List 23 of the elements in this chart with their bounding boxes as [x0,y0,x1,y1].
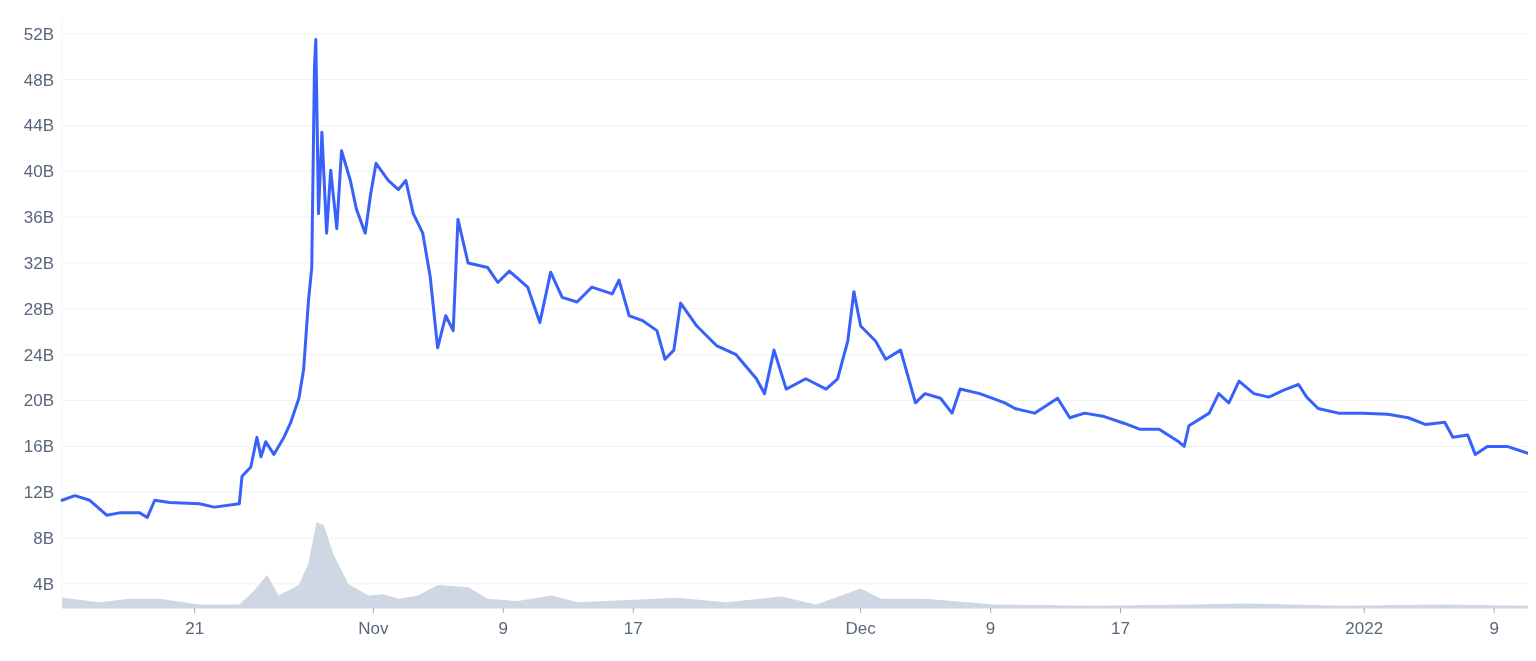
y-tick-label: 52B [23,24,54,44]
x-tick-label: 9 [985,619,996,638]
x-tick-label: 9 [1489,619,1499,638]
x-tick-label: Nov [358,619,389,638]
y-tick-label: 40B [23,162,54,182]
x-tick-label: 17 [623,619,643,638]
line-series [60,37,1528,519]
x-tick-label: Dec [845,619,877,638]
y-tick-label: 28B [23,299,54,319]
x-tick-label: 9 [498,619,509,638]
x-tick-label: 2022 [1345,619,1384,638]
y-tick-label: 12B [23,483,54,503]
x-tick-label: 21 [185,619,205,638]
y-tick-label: 48B [23,70,54,90]
x-tick-label: 17 [1111,619,1131,638]
y-tick-label: 24B [23,345,54,365]
y-tick-label: 20B [23,391,54,411]
y-tick-label: 44B [23,116,54,136]
y-tick-label: 32B [23,253,54,273]
y-tick-label: 16B [23,437,54,457]
y-tick-label: 4B [33,574,54,594]
y-tick-label: 36B [23,208,54,228]
y-tick-label: 8B [33,529,54,549]
